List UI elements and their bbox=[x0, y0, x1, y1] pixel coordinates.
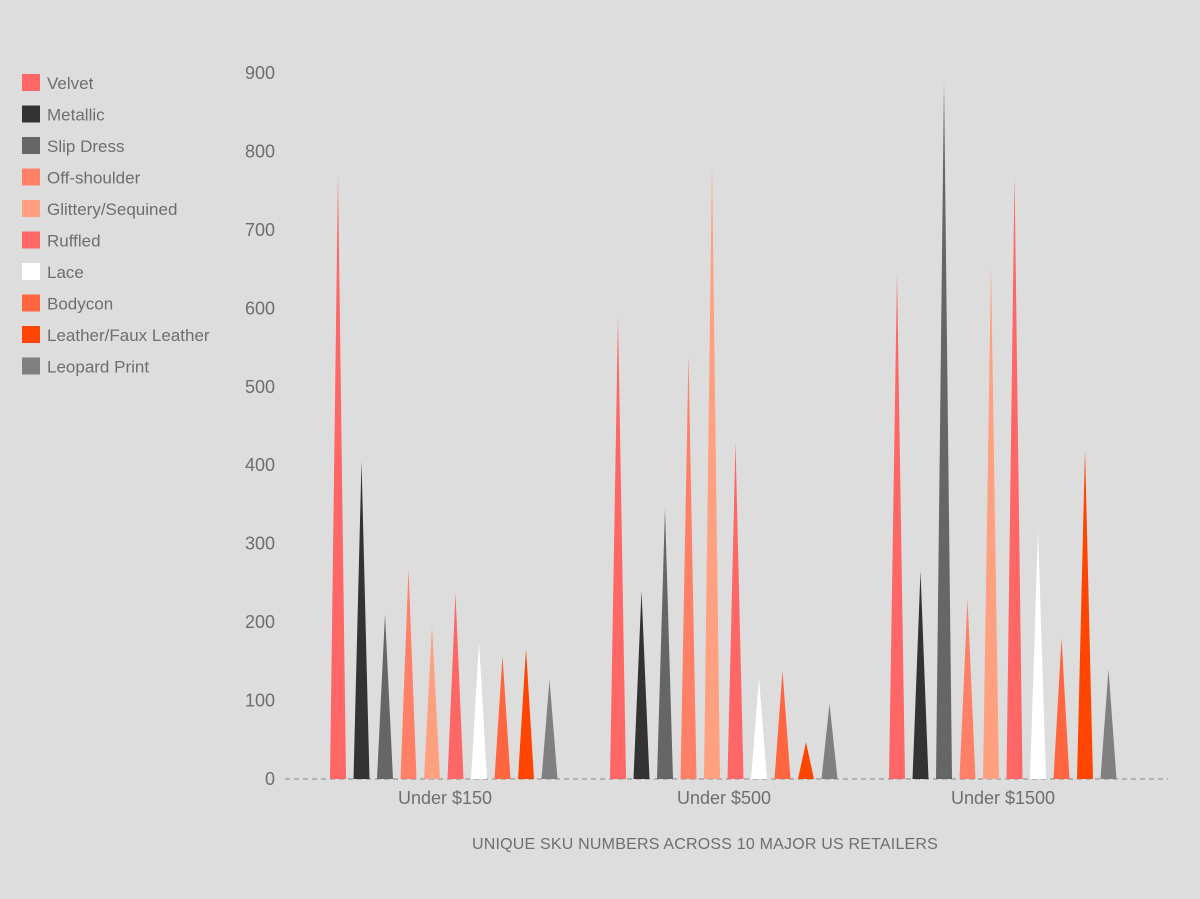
legend-label: Leopard Print bbox=[47, 358, 149, 377]
bar-marks bbox=[330, 80, 1117, 780]
bar-bodycon bbox=[494, 655, 511, 779]
bar-glittery-sequined bbox=[983, 265, 999, 779]
legend-swatch bbox=[22, 357, 40, 375]
y-tick-label: 700 bbox=[245, 220, 275, 240]
x-category-label: Under $1500 bbox=[951, 788, 1055, 808]
legend-label: Glittery/Sequined bbox=[47, 200, 177, 219]
legend: Velvet Metallic Slip Dress Off-shoulder Glit… bbox=[22, 74, 210, 377]
bar-bodycon bbox=[1053, 637, 1070, 779]
legend-label: Lace bbox=[47, 263, 84, 282]
bar-metallic bbox=[633, 590, 650, 779]
bar-leopard-print bbox=[1100, 669, 1117, 779]
bar-off-shoulder bbox=[400, 568, 417, 779]
bar-ruffled bbox=[1006, 174, 1023, 779]
y-tick-label: 400 bbox=[245, 455, 275, 475]
legend-label: Bodycon bbox=[47, 295, 113, 314]
bar-lace bbox=[471, 641, 487, 779]
y-tick-label: 200 bbox=[245, 612, 275, 632]
legend-swatch bbox=[22, 137, 40, 154]
bar-leather-faux-leather bbox=[518, 648, 534, 779]
bar-slip-dress bbox=[657, 508, 673, 779]
y-tick-label: 500 bbox=[245, 377, 275, 397]
y-tick-label: 900 bbox=[245, 63, 275, 83]
bar-velvet bbox=[889, 273, 905, 779]
bar-velvet bbox=[330, 174, 346, 779]
bar-lace bbox=[751, 678, 767, 779]
bar-metallic bbox=[912, 571, 929, 779]
bar-ruffled bbox=[447, 593, 464, 779]
legend-swatch bbox=[22, 105, 40, 123]
bar-metallic bbox=[353, 461, 370, 779]
x-axis: Under $150 Under $500 Under $1500 bbox=[398, 788, 1055, 808]
y-tick-label: 300 bbox=[245, 534, 275, 554]
legend-swatch bbox=[22, 263, 40, 280]
legend-label: Velvet bbox=[47, 74, 94, 93]
legend-swatch bbox=[22, 74, 40, 91]
bar-off-shoulder bbox=[959, 598, 976, 779]
legend-swatch bbox=[22, 326, 40, 343]
bar-leopard-print bbox=[821, 703, 838, 779]
legend-label: Ruffled bbox=[47, 232, 101, 251]
legend-swatch bbox=[22, 200, 40, 217]
x-category-label: Under $150 bbox=[398, 788, 492, 808]
bar-lace bbox=[1030, 529, 1046, 779]
legend-swatch bbox=[22, 168, 40, 186]
bar-velvet bbox=[610, 316, 626, 779]
y-tick-label: 600 bbox=[245, 298, 275, 318]
y-tick-label: 0 bbox=[265, 769, 275, 789]
bar-leather-faux-leather bbox=[798, 742, 814, 779]
y-tick-label: 100 bbox=[245, 691, 275, 711]
bar-slip-dress bbox=[377, 614, 393, 779]
x-axis-title: UNIQUE SKU NUMBERS ACROSS 10 MAJOR US RE… bbox=[472, 836, 938, 853]
bar-leopard-print bbox=[541, 679, 558, 779]
x-category-label: Under $500 bbox=[677, 788, 771, 808]
y-tick-label: 800 bbox=[245, 141, 275, 161]
bar-bodycon bbox=[774, 670, 791, 779]
y-axis: 0 100 200 300 400 500 600 700 800 900 bbox=[245, 63, 275, 789]
legend-label: Off-shoulder bbox=[47, 169, 141, 188]
bar-leather-faux-leather bbox=[1077, 449, 1093, 779]
legend-label: Slip Dress bbox=[47, 137, 124, 156]
bar-slip-dress bbox=[936, 80, 952, 780]
bar-glittery-sequined bbox=[424, 626, 440, 779]
legend-label: Metallic bbox=[47, 106, 105, 125]
legend-swatch bbox=[22, 294, 40, 312]
bar-ruffled bbox=[727, 441, 744, 779]
bar-off-shoulder bbox=[680, 355, 697, 779]
bar-glittery-sequined bbox=[704, 163, 720, 779]
legend-label: Leather/Faux Leather bbox=[47, 326, 210, 345]
legend-swatch bbox=[22, 231, 40, 249]
